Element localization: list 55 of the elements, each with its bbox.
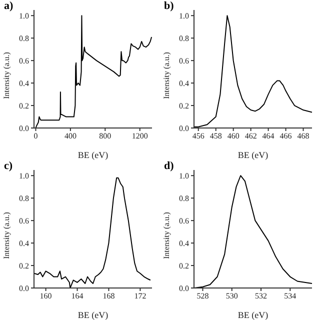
y-tick-label: 0.8 <box>179 194 189 203</box>
y-tick-label: 0.0 <box>19 284 29 293</box>
y-tick-label: 0.8 <box>179 34 189 43</box>
y-tick-label: 0.4 <box>19 238 29 248</box>
y-tick-label: 0.0 <box>179 124 189 133</box>
y-tick-label: 0.8 <box>19 34 29 43</box>
y-tick-label: 1.0 <box>19 11 29 20</box>
y-tick-label: 0.4 <box>19 78 29 88</box>
y-axis-title: Intensity (a.u.) <box>2 52 11 99</box>
y-tick-label: 1.0 <box>179 11 189 20</box>
y-tick-label: 1.0 <box>179 171 189 180</box>
x-tick-label: 468 <box>297 132 310 141</box>
x-tick-label: 462 <box>244 132 257 141</box>
x-tick-label: 456 <box>192 132 204 141</box>
y-axis-title: Intensity (a.u.) <box>162 52 171 99</box>
x-axis-title: BE (eV) <box>238 310 268 320</box>
x-tick-label: 466 <box>280 132 292 141</box>
y-tick-label: 0.4 <box>179 238 189 248</box>
y-tick-label: 0.2 <box>19 101 29 110</box>
x-tick-label: 534 <box>284 292 296 301</box>
y-tick-label: 0.6 <box>179 56 189 66</box>
y-tick-label: 0.6 <box>19 56 29 66</box>
x-tick-label: 528 <box>196 292 209 301</box>
y-tick-label: 0.6 <box>19 216 29 226</box>
x-axis-title: BE (eV) <box>78 310 108 320</box>
x-tick-label: 458 <box>210 132 222 141</box>
x-axis-title: BE (eV) <box>238 150 268 160</box>
y-tick-label: 0.6 <box>179 216 189 226</box>
x-tick-label: 460 <box>227 132 240 141</box>
x-tick-label: 464 <box>262 132 274 141</box>
y-tick-label: 1.0 <box>19 171 29 180</box>
chart-title: d) <box>164 160 174 172</box>
x-tick-label: 530 <box>226 292 238 301</box>
y-tick-label: 0.2 <box>179 101 189 110</box>
x-tick-label: 164 <box>71 292 84 301</box>
chart-title: a) <box>4 0 14 12</box>
x-tick-label: 532 <box>255 292 268 301</box>
x-tick-label: 0 <box>34 132 38 141</box>
x-axis-title: BE (eV) <box>78 150 108 160</box>
x-tick-label: 400 <box>64 132 76 141</box>
y-tick-label: 0.0 <box>179 284 189 293</box>
x-tick-label: 172 <box>134 292 146 301</box>
y-tick-label: 0.4 <box>179 78 189 88</box>
y-axis-title: Intensity (a.u.) <box>162 212 171 259</box>
y-tick-label: 0.0 <box>19 124 29 133</box>
y-axis-title: Intensity (a.u.) <box>2 212 11 259</box>
x-tick-label: 160 <box>40 292 52 301</box>
x-tick-label: 168 <box>102 292 115 301</box>
x-tick-label: 800 <box>99 132 112 141</box>
y-tick-label: 0.2 <box>19 261 29 270</box>
x-tick-label: 1200 <box>132 132 148 141</box>
y-tick-label: 0.2 <box>179 261 189 270</box>
y-tick-label: 0.8 <box>19 194 29 203</box>
chart-title: b) <box>164 0 174 12</box>
chart-title: c) <box>4 160 13 172</box>
